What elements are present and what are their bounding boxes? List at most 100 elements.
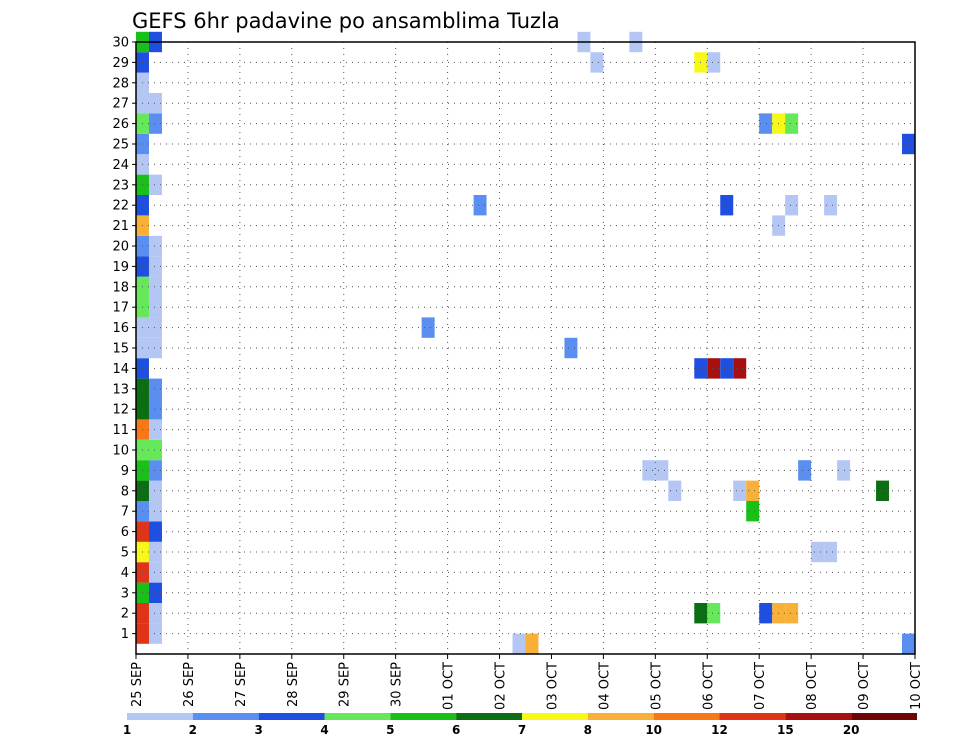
y-tick-label: 22: [112, 199, 129, 214]
precip-cell: [148, 276, 162, 297]
x-tick-label: 28 SEP: [286, 662, 301, 707]
y-tick-label: 28: [112, 76, 129, 91]
y-tick-label: 30: [112, 36, 129, 51]
precip-cell: [148, 93, 162, 114]
precip-cell: [642, 460, 656, 481]
y-tick-label: 27: [112, 97, 129, 112]
precip-cell: [668, 480, 682, 501]
x-tick-label: 09 OCT: [857, 662, 872, 710]
y-tick-label: 23: [112, 178, 129, 193]
precip-cell: [148, 297, 162, 318]
precip-cell: [148, 460, 162, 481]
precip-cell: [148, 480, 162, 501]
precip-cell: [148, 521, 162, 542]
precip-cell: [421, 317, 435, 338]
legend-swatch: [653, 713, 720, 720]
legend-label: 3: [254, 723, 262, 737]
precip-cell: [564, 337, 578, 359]
precip-cell: [902, 133, 915, 155]
precip-cell: [655, 460, 669, 481]
precip-cell: [148, 603, 162, 624]
precip-cell: [148, 562, 162, 583]
precip-cell: [824, 195, 838, 216]
precip-cell: [148, 623, 162, 644]
precip-cell: [798, 460, 812, 481]
y-axis: 1234567891011121314151617181920212223242…: [112, 36, 136, 642]
y-tick-label: 7: [121, 505, 129, 520]
legend-label: 8: [584, 723, 592, 737]
precip-cell: [746, 480, 760, 501]
legend-label: 4: [320, 723, 328, 737]
x-tick-label: 05 OCT: [649, 662, 664, 710]
legend-swatch: [258, 713, 325, 720]
precip-cell: [525, 633, 539, 654]
y-tick-label: 17: [112, 301, 129, 316]
x-tick-label: 10 OCT: [909, 662, 924, 710]
y-tick-label: 29: [112, 56, 129, 71]
precip-cell: [148, 541, 162, 563]
legend-label: 15: [777, 723, 794, 737]
y-tick-label: 24: [112, 158, 129, 173]
precip-cell: [473, 195, 487, 216]
x-tick-label: 02 OCT: [494, 662, 509, 710]
precip-cell: [785, 113, 799, 134]
y-tick-label: 13: [112, 382, 129, 397]
precip-cell: [707, 52, 721, 73]
precip-cell: [148, 337, 162, 359]
x-tick-label: 27 SEP: [234, 662, 249, 707]
color-legend: 1 2 3 4 5 6 7 8 10 12 15 20: [123, 713, 917, 737]
y-tick-label: 5: [121, 546, 129, 561]
x-tick-label: 25 SEP: [130, 662, 145, 707]
x-tick-label: 29 SEP: [338, 662, 353, 707]
y-tick-label: 25: [112, 138, 129, 153]
y-tick-label: 18: [112, 280, 129, 295]
y-tick-label: 1: [121, 627, 129, 642]
legend-swatch: [456, 713, 522, 720]
y-tick-label: 4: [121, 566, 129, 581]
precip-cell: [733, 480, 747, 501]
y-tick-label: 9: [121, 464, 129, 479]
precip-cell: [785, 195, 799, 216]
y-tick-label: 16: [112, 321, 129, 336]
y-tick-label: 21: [112, 219, 129, 234]
precip-cell: [148, 419, 162, 440]
y-tick-label: 10: [112, 444, 129, 459]
legend-swatch: [390, 713, 457, 720]
precip-cell: [590, 52, 604, 73]
legend-swatch: [587, 713, 654, 720]
legend-swatch: [522, 713, 588, 720]
chart-title: GEFS 6hr padavine po ansamblima Tuzla: [132, 9, 560, 33]
precip-cell: [759, 603, 773, 624]
precip-cell: [902, 633, 915, 654]
y-tick-label: 14: [112, 362, 129, 377]
y-tick-label: 26: [112, 117, 129, 132]
y-tick-label: 19: [112, 260, 129, 275]
precip-cell: [746, 501, 760, 522]
precip-cell: [148, 235, 162, 257]
precip-cell: [148, 582, 162, 603]
legend-label: 10: [645, 723, 662, 737]
precip-cell: [785, 603, 799, 624]
grid-lines: [136, 42, 915, 654]
precip-cell: [148, 378, 162, 399]
precip-cell: [512, 633, 526, 654]
x-tick-label: 04 OCT: [597, 662, 612, 710]
precip-cell: [733, 358, 747, 379]
y-tick-label: 20: [112, 240, 129, 255]
y-tick-label: 6: [121, 525, 129, 540]
y-tick-label: 3: [121, 586, 129, 601]
legend-label: 7: [518, 723, 526, 737]
legend-label: 1: [123, 723, 131, 737]
x-tick-label: 07 OCT: [753, 662, 768, 710]
y-tick-label: 11: [112, 423, 129, 438]
x-axis: 25 SEP 26 SEP 27 SEP 28 SEP 29 SEP 30 SEP 01 O…: [130, 654, 924, 710]
legend-label: 6: [452, 723, 460, 737]
precip-cell: [837, 460, 851, 481]
legend-swatch: [719, 713, 786, 720]
x-tick-label: 06 OCT: [701, 662, 716, 710]
precip-cell: [707, 603, 721, 624]
legend-label: 20: [843, 723, 860, 737]
legend-swatch: [785, 713, 852, 720]
x-tick-label: 01 OCT: [442, 662, 457, 710]
